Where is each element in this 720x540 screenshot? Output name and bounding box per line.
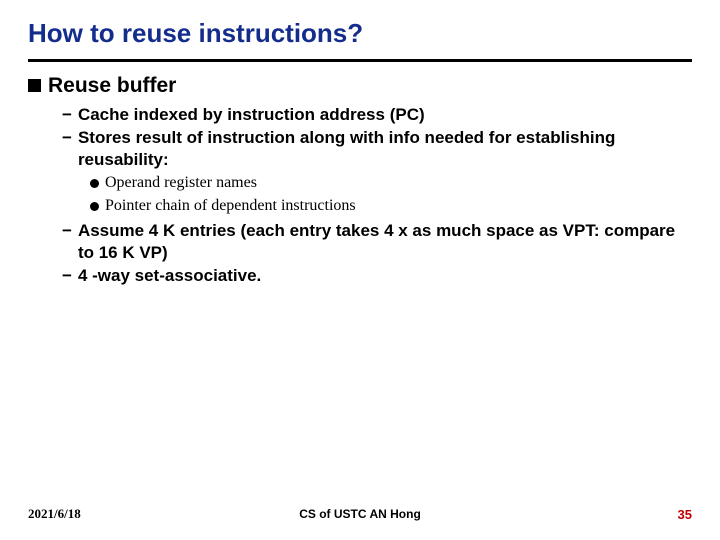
bullet-level3: Operand register names [90,173,692,194]
dash-bullet-icon: − [62,127,72,148]
level2-container: − Cache indexed by instruction address (… [62,104,692,286]
footer-center: CS of USTC AN Hong [299,507,421,521]
level3-container: Operand register names Pointer chain of … [90,173,692,217]
circle-bullet-icon [90,202,99,211]
level2-text: Cache indexed by instruction address (PC… [78,104,425,125]
square-bullet-icon [28,79,41,92]
bullet-level2: − 4 -way set-associative. [62,265,692,286]
footer: 2021/6/18 CS of USTC AN Hong 35 [0,506,720,522]
circle-bullet-icon [90,179,99,188]
level3-text: Operand register names [105,173,257,194]
slide-title: How to reuse instructions? [28,18,692,59]
bullet-level2: − Cache indexed by instruction address (… [62,104,692,125]
footer-date: 2021/6/18 [28,506,81,522]
level2-text: Stores result of instruction along with … [78,127,692,170]
dash-bullet-icon: − [62,265,72,286]
dash-bullet-icon: − [62,104,72,125]
level3-text: Pointer chain of dependent instructions [105,196,356,217]
title-rule [28,59,692,62]
bullet-level2: − Assume 4 K entries (each entry takes 4… [62,220,692,263]
level1-text: Reuse buffer [48,74,176,98]
dash-bullet-icon: − [62,220,72,241]
level2-text: 4 -way set-associative. [78,265,261,286]
bullet-level3: Pointer chain of dependent instructions [90,196,692,217]
bullet-level1: Reuse buffer [28,74,692,98]
bullet-level2: − Stores result of instruction along wit… [62,127,692,170]
level2-text: Assume 4 K entries (each entry takes 4 x… [78,220,692,263]
slide-container: How to reuse instructions? Reuse buffer … [0,0,720,540]
footer-page-number: 35 [678,507,692,522]
